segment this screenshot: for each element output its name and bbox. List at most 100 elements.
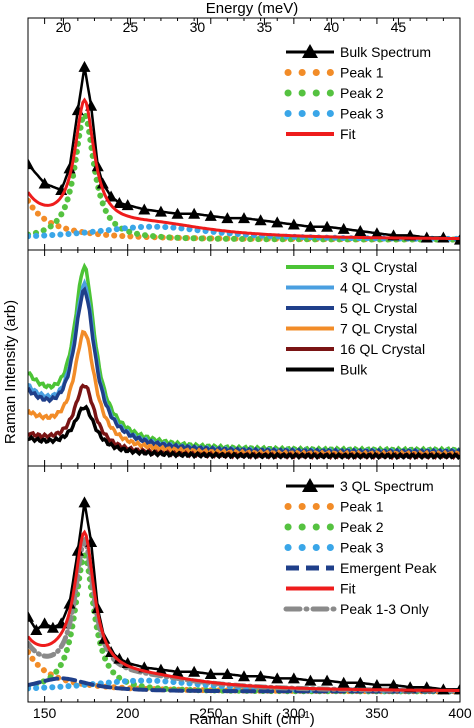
marker-bulk-spectrum xyxy=(78,60,91,72)
legend-item-3-ql-spectrum: 3 QL Spectrum xyxy=(286,478,434,494)
marker-3-ql-spectrum xyxy=(188,665,201,677)
marker-bulk-spectrum xyxy=(28,158,34,170)
legend-label: 3 QL Spectrum xyxy=(340,478,434,494)
marker-3-ql-spectrum xyxy=(78,496,91,508)
marker-3-ql-spectrum xyxy=(254,670,267,682)
marker-3-ql-spectrum xyxy=(238,670,250,682)
marker-3-ql-spectrum xyxy=(113,652,126,664)
marker-bulk-spectrum xyxy=(113,196,126,208)
energy-tick-label: 35 xyxy=(257,19,273,35)
marker-bulk-spectrum xyxy=(121,199,134,211)
marker-3-ql-spectrum xyxy=(271,672,284,684)
marker-3-ql-spectrum xyxy=(287,672,300,684)
bottom-axis-label-close: ) xyxy=(310,711,315,728)
panel-top-plot-area xyxy=(28,60,460,245)
legend-label: Peak 2 xyxy=(340,519,384,535)
marker-3-ql-spectrum xyxy=(221,668,234,679)
legend-item-fit: Fit xyxy=(286,126,356,142)
x-tick-label: 300 xyxy=(282,705,306,721)
energy-tick-label: 30 xyxy=(190,19,206,35)
legend-label: Fit xyxy=(340,126,356,142)
x-tick-label: 400 xyxy=(448,705,472,721)
x-tick-label: 150 xyxy=(33,705,57,721)
marker-3-ql-spectrum xyxy=(387,679,400,690)
marker-bulk-spectrum xyxy=(271,216,284,228)
curve-peak-3 xyxy=(28,223,460,242)
marker-3-ql-spectrum xyxy=(28,610,34,622)
x-tick-label: 250 xyxy=(199,705,223,721)
marker-bulk-spectrum xyxy=(38,177,51,189)
marker-bulk-spectrum xyxy=(63,162,76,174)
panel-bottom-3ql-fit: 150 200 250 300 350 400 3 QL Spectrum Peak 1 Pea… xyxy=(27,465,472,721)
marker-3-ql-spectrum xyxy=(171,665,184,677)
legend-item-bulk: Bulk xyxy=(286,362,368,378)
y-axis-label: Raman Intensity (arb) xyxy=(2,300,19,444)
top-axis-label: Energy (meV) xyxy=(206,0,299,17)
curve-bulk xyxy=(28,404,460,461)
legend-item-peak-2: Peak 2 xyxy=(284,519,384,535)
panel-bottom-plot-area xyxy=(28,496,460,695)
x-tick-label: 200 xyxy=(116,705,140,721)
legend-label: 5 QL Crystal xyxy=(340,300,417,316)
marker-bulk-spectrum xyxy=(188,207,201,219)
curve-fit xyxy=(28,529,460,692)
marker-3-ql-spectrum xyxy=(204,668,217,679)
marker-3-ql-spectrum xyxy=(63,597,76,609)
legend-label: Fit xyxy=(340,581,356,597)
legend-label: Peak 3 xyxy=(340,540,384,556)
legend-label: Peak 2 xyxy=(340,85,384,101)
marker-bulk-spectrum xyxy=(354,225,367,237)
marker-bulk-spectrum xyxy=(337,222,350,234)
marker-bulk-spectrum xyxy=(138,203,151,215)
legend-label: Bulk Spectrum xyxy=(340,44,431,60)
marker-3-ql-spectrum xyxy=(30,624,43,635)
panel-middle-plot-area xyxy=(28,262,460,461)
legend-item-4-ql-crystal: 4 QL Crystal xyxy=(286,280,417,296)
legend-label: Bulk xyxy=(340,362,368,378)
legend-label: Peak 1-3 Only xyxy=(340,601,429,617)
marker-bulk-spectrum xyxy=(204,209,217,221)
energy-tick-label: 25 xyxy=(123,19,139,35)
marker-3-ql-spectrum xyxy=(71,544,84,556)
legend-item-peak-3: Peak 3 xyxy=(284,106,384,122)
legend-marker xyxy=(302,44,318,58)
legend-item-7-ql-crystal: 7 QL Crystal xyxy=(286,321,417,337)
marker-3-ql-spectrum xyxy=(38,617,51,629)
legend-label: 4 QL Crystal xyxy=(340,280,417,296)
legend-item-peak-1-3-only: Peak 1-3 Only xyxy=(283,601,429,617)
marker-3-ql-spectrum xyxy=(354,676,367,688)
legend-label: 7 QL Crystal xyxy=(340,321,417,337)
legend-item-3-ql-crystal: 3 QL Crystal xyxy=(286,259,417,275)
curve-fit xyxy=(28,97,460,240)
marker-bulk-spectrum xyxy=(238,212,250,224)
energy-tick-label: 45 xyxy=(391,19,407,35)
marker-3-ql-spectrum xyxy=(370,679,383,690)
legend-item-5-ql-crystal: 5 QL Crystal xyxy=(286,300,417,316)
energy-tick-label: 40 xyxy=(324,19,340,35)
legend-item-peak-1: Peak 1 xyxy=(284,499,384,515)
marker-bulk-spectrum xyxy=(304,220,317,232)
marker-bulk-spectrum xyxy=(171,207,184,219)
legend-label: Peak 1 xyxy=(340,499,384,515)
legend-label: Peak 1 xyxy=(340,65,384,81)
legend-item-bulk-spectrum: Bulk Spectrum xyxy=(286,44,431,60)
panel-middle-ql-crystals: 3 QL Crystal 4 QL Crystal 5 QL Crystal 7 QL… xyxy=(27,249,461,467)
marker-3-ql-spectrum xyxy=(337,676,350,688)
legend-item-peak-3: Peak 3 xyxy=(284,540,384,556)
marker-bulk-spectrum xyxy=(96,177,109,189)
x-tick-label: 350 xyxy=(365,705,389,721)
legend-item-16-ql-crystal: 16 QL Crystal xyxy=(286,341,425,357)
bottom-axis-label-main: Raman Shift (cm xyxy=(189,711,301,728)
legend-item-emergent-peak: Emergent Peak xyxy=(286,560,437,576)
marker-3-ql-spectrum xyxy=(321,674,334,686)
energy-tick-label: 20 xyxy=(56,19,72,35)
marker-3-ql-spectrum xyxy=(154,663,167,675)
legend-item-peak-2: Peak 2 xyxy=(284,85,384,101)
marker-3-ql-spectrum xyxy=(46,621,59,633)
panel-top-bulk-fit: 20 25 30 35 40 45 Bulk Spectrum Peak 1 Peak 2 Pea… xyxy=(27,17,461,251)
marker-bulk-spectrum xyxy=(287,218,300,230)
legend-marker xyxy=(302,478,318,492)
legend-label: 3 QL Crystal xyxy=(340,259,417,275)
legend-item-fit: Fit xyxy=(286,581,356,597)
